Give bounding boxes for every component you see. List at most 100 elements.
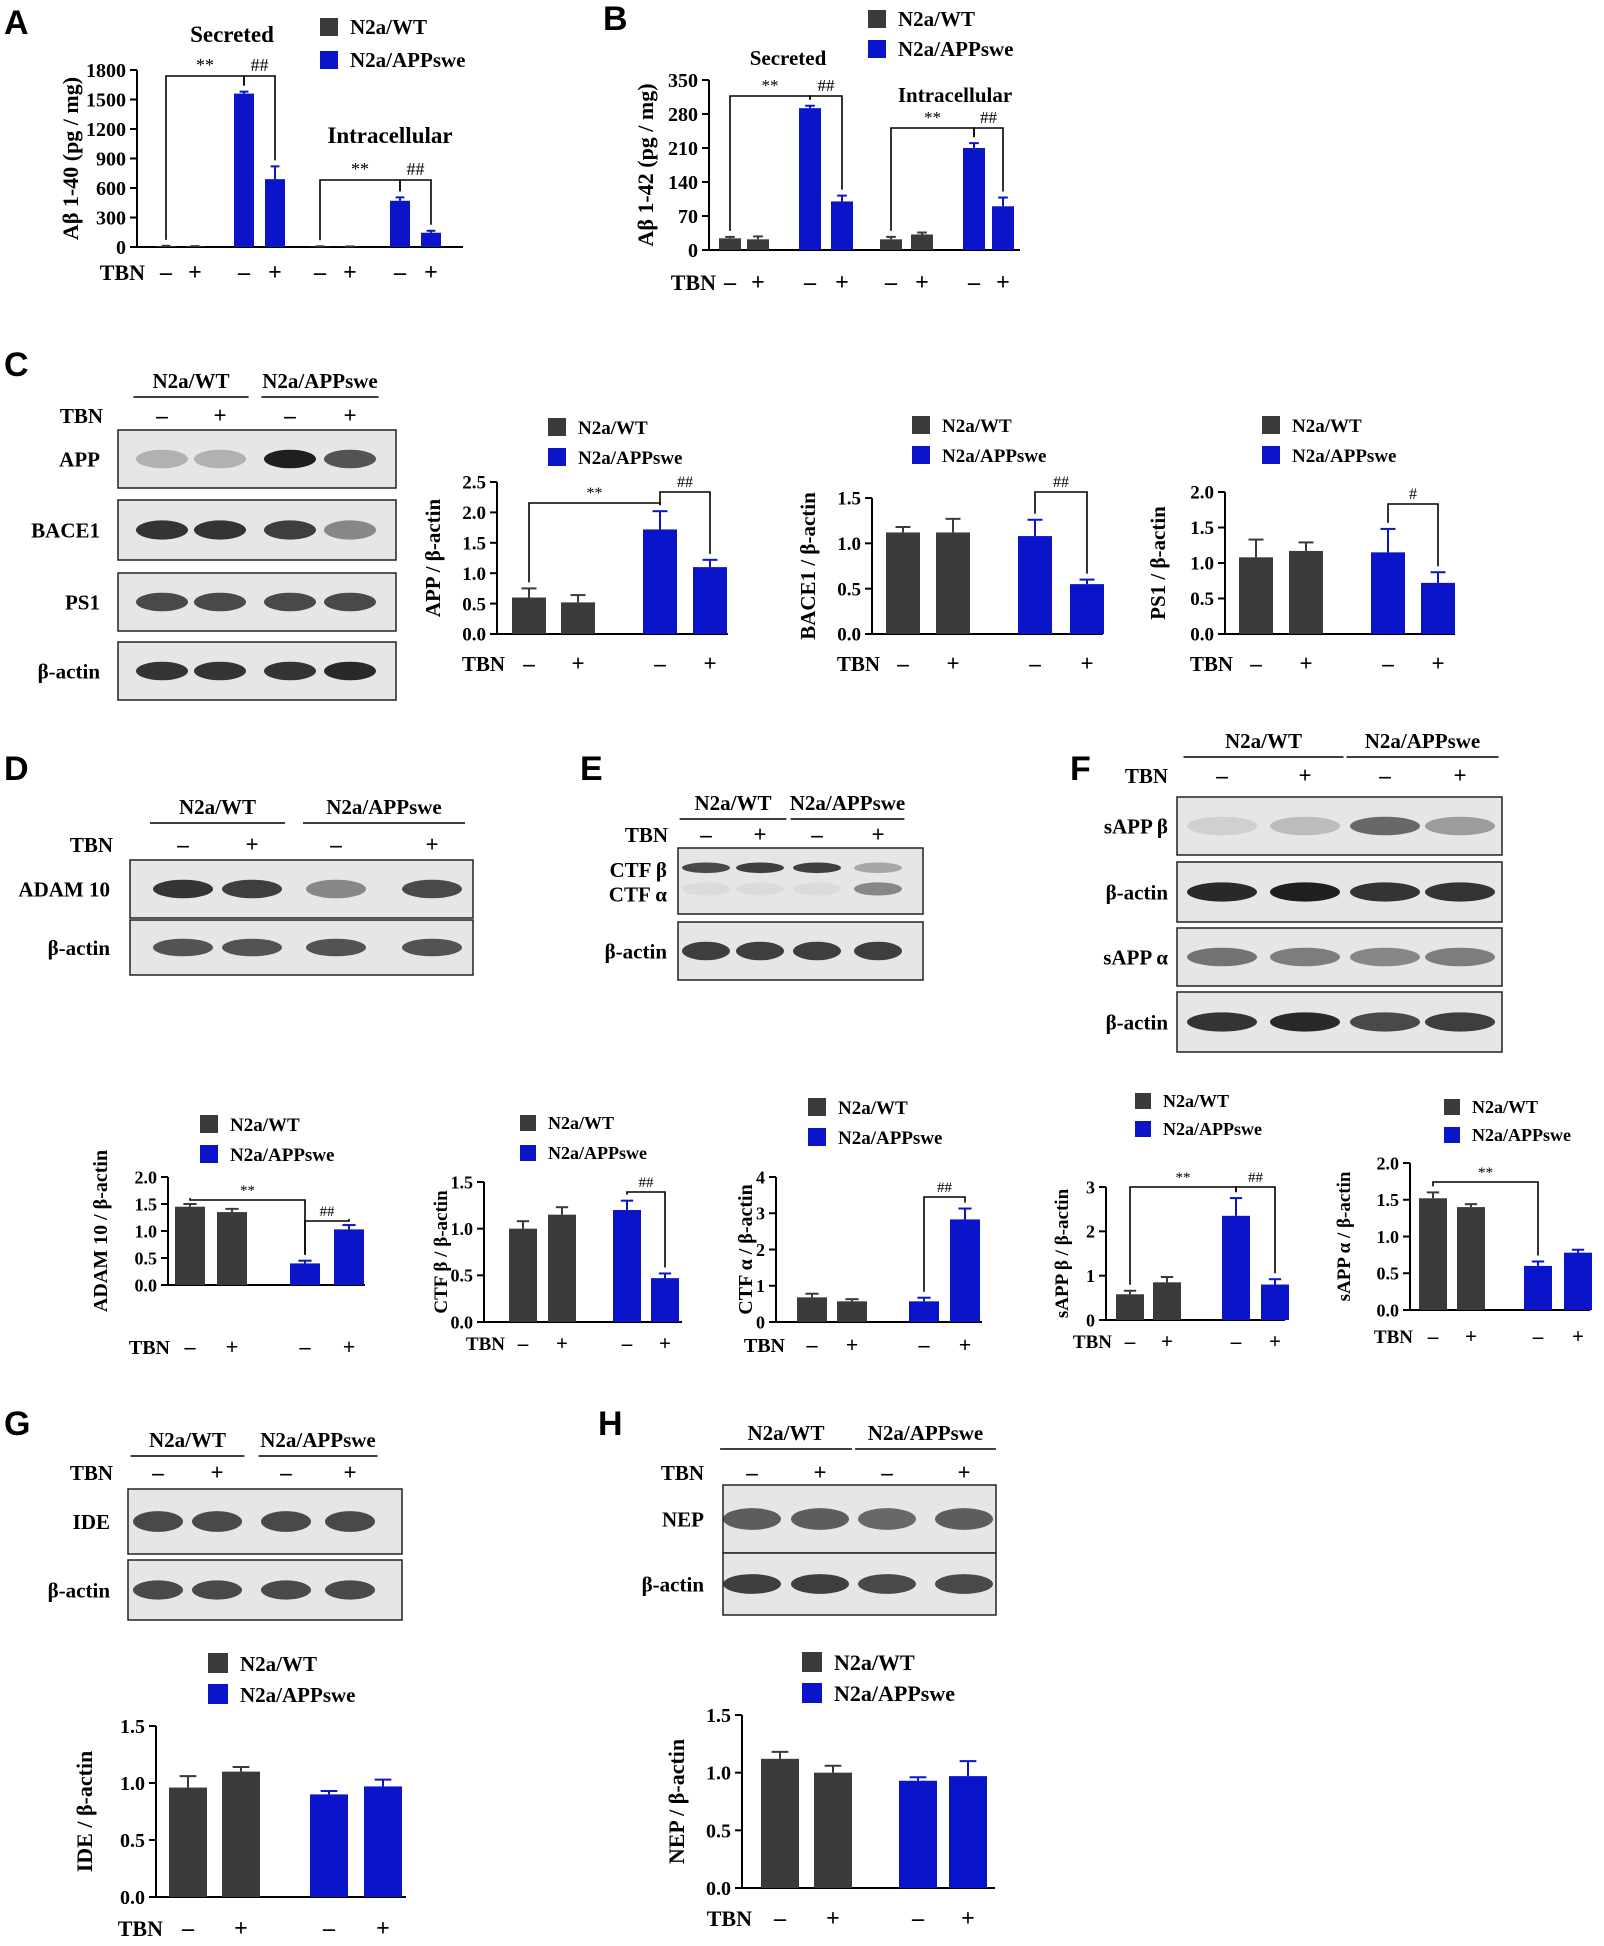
tbn-minus: – xyxy=(745,1460,758,1485)
tbn-minus: – xyxy=(803,270,817,296)
group-header-swe: N2a/APPswe xyxy=(326,795,441,819)
legend: N2a/WT N2a/APPswe xyxy=(912,416,1046,467)
y-tick-label: 1 xyxy=(1086,1266,1095,1286)
tbn-minus: – xyxy=(329,832,342,857)
tbn-plus: + xyxy=(245,832,258,857)
legend: N2a/WT N2a/APPswe xyxy=(1262,416,1396,467)
bar xyxy=(886,532,920,634)
blot-row-label: β-actin xyxy=(642,1572,705,1596)
bar xyxy=(156,246,176,247)
y-tick-label: 140 xyxy=(668,172,698,194)
blot-band xyxy=(264,592,316,612)
blot-band xyxy=(153,938,213,957)
group-label: Intracellular xyxy=(327,123,452,148)
panel-label-F: F xyxy=(1070,750,1091,788)
legend: N2a/WT N2a/APPswe xyxy=(208,1652,355,1707)
blot-band xyxy=(324,592,376,612)
bar xyxy=(831,201,853,250)
legend: N2a/WT N2a/APPswe xyxy=(320,15,465,72)
bar xyxy=(837,1301,867,1322)
western-blot-H: NEP β-actin N2a/WT N2a/APPswe TBN – + – + xyxy=(642,1421,997,1616)
legend-swatch-wt xyxy=(1444,1099,1460,1115)
tbn-minus: – xyxy=(884,270,898,296)
blot-band xyxy=(935,1574,993,1594)
tbn-label: TBN xyxy=(70,833,113,857)
y-tick-label: 2.0 xyxy=(462,503,486,524)
bar xyxy=(761,1758,799,1888)
y-tick-label: 0.5 xyxy=(1377,1264,1400,1284)
group-header-wt: N2a/WT xyxy=(149,1428,226,1452)
panel-label-D: D xyxy=(4,750,29,788)
tbn-label: TBN xyxy=(60,404,103,428)
tbn-minus: – xyxy=(279,1460,292,1485)
legend: N2a/WT N2a/APPswe xyxy=(1444,1097,1571,1145)
bar xyxy=(814,1772,852,1888)
blot-band xyxy=(723,1574,781,1594)
panel-label-H: H xyxy=(598,1405,623,1443)
significance-bracket xyxy=(1387,503,1439,567)
blot-row-label: NEP xyxy=(662,1507,704,1531)
bar xyxy=(1239,557,1273,634)
western-blot-C: APP BACE1 PS1 β-actin N2a/WT N2a/APPswe TBN – + –… xyxy=(31,369,397,701)
significance-mark: ## xyxy=(937,1180,953,1196)
legend-swatch-swe xyxy=(1262,446,1280,464)
blot-band xyxy=(402,879,462,899)
blot-row-label: β-actin xyxy=(48,1578,111,1602)
tbn-plus: + xyxy=(1080,651,1093,676)
y-tick-label: 0 xyxy=(1086,1310,1095,1330)
tbn-plus: + xyxy=(1269,1329,1281,1353)
blot-strip xyxy=(1176,796,1503,856)
blot-band xyxy=(1270,816,1340,836)
group-header-swe: N2a/APPswe xyxy=(868,1421,983,1445)
blot-band xyxy=(264,520,316,540)
significance-bracket xyxy=(189,1198,306,1255)
bar xyxy=(1564,1252,1592,1310)
legend-label-wt: N2a/WT xyxy=(548,1113,614,1133)
y-tick-label: 2.0 xyxy=(135,1167,158,1187)
blot-band xyxy=(1187,947,1257,967)
tbn-label: TBN xyxy=(1190,652,1233,676)
group-header-wt: N2a/WT xyxy=(694,791,771,815)
y-tick-label: 1.0 xyxy=(451,1219,474,1239)
y-tick-label: 1 xyxy=(756,1276,765,1296)
legend-swatch-wt xyxy=(802,1652,822,1672)
blot-band xyxy=(935,1508,993,1530)
significance-bracket xyxy=(809,95,843,190)
legend-swatch-swe xyxy=(320,51,338,69)
tbn-plus: + xyxy=(1572,1324,1584,1348)
significance-mark: ** xyxy=(1176,1170,1191,1186)
tbn-minus: – xyxy=(773,1906,787,1932)
y-tick-label: 0 xyxy=(756,1312,765,1332)
bar xyxy=(963,148,985,250)
bar xyxy=(1371,552,1405,634)
legend-label-swe: N2a/APPswe xyxy=(230,1145,334,1166)
significance-bracket xyxy=(729,95,811,231)
y-axis-label: CTF α / β-actin xyxy=(735,1184,757,1314)
blot-band xyxy=(306,879,366,899)
tbn-label: TBN xyxy=(118,1916,163,1941)
y-tick-label: 0.0 xyxy=(706,1878,731,1900)
blot-band xyxy=(736,941,784,961)
blot-band xyxy=(222,938,282,957)
bar xyxy=(949,1776,987,1888)
bar xyxy=(310,1794,348,1897)
significance-mark: ** xyxy=(924,108,941,127)
blot-row-label: sAPP β xyxy=(1104,814,1168,838)
tbn-minus: – xyxy=(313,260,327,286)
legend-swatch-swe xyxy=(1444,1127,1460,1143)
group-label: Secreted xyxy=(190,22,274,47)
blot-band xyxy=(194,449,246,469)
tbn-plus: + xyxy=(234,1916,248,1942)
tbn-minus: – xyxy=(176,832,189,857)
blot-band xyxy=(1187,1012,1257,1032)
y-tick-label: 1.0 xyxy=(120,1773,145,1795)
bar xyxy=(364,1786,402,1897)
tbn-minus: – xyxy=(653,651,666,676)
blot-row-label: CTF α xyxy=(609,883,667,907)
y-tick-label: 600 xyxy=(96,178,126,200)
legend-label-wt: N2a/WT xyxy=(942,416,1012,437)
significance-bracket xyxy=(659,491,711,554)
